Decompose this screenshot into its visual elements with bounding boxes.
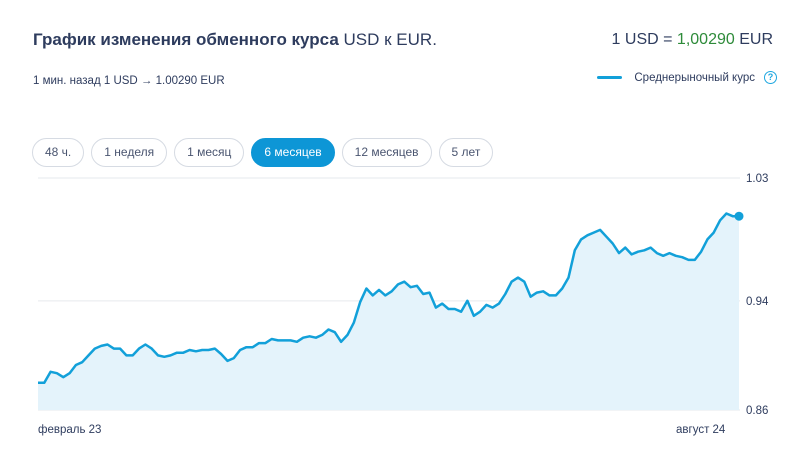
chart-title: График изменения обменного курса USD к E…	[33, 30, 437, 50]
tab-48h[interactable]: 48 ч.	[32, 138, 85, 167]
tab-5-years[interactable]: 5 лет	[438, 138, 494, 167]
chart-legend: Среднерыночный курс ?	[597, 71, 777, 84]
chart-last-point[interactable]	[734, 211, 744, 221]
y-tick-label: 0.86	[746, 405, 768, 417]
chart-rate-line	[38, 212, 739, 384]
tab-6-months[interactable]: 6 месяцев	[251, 138, 335, 167]
legend-label: Среднерыночный курс	[634, 71, 755, 84]
chart-area-fill	[38, 213, 739, 410]
title-currency: USD к EUR.	[343, 30, 437, 49]
y-tick-label: 1.03	[746, 173, 768, 185]
title-main: График изменения обменного курса	[33, 30, 339, 49]
tab-12-months[interactable]: 12 месяцев	[341, 138, 432, 167]
x-tick-label-end: август 24	[676, 424, 726, 436]
y-tick-label: 0.94	[746, 296, 769, 308]
rate-prefix: 1 USD =	[611, 31, 673, 48]
period-tabs: 48 ч. 1 неделя 1 месяц 6 месяцев 12 меся…	[32, 138, 494, 167]
x-tick-label-start: февраль 23	[38, 424, 102, 436]
current-rate: 1 USD = 1,00290 EUR	[612, 31, 773, 49]
tab-1-month[interactable]: 1 месяц	[174, 138, 245, 167]
tab-1-week[interactable]: 1 неделя	[91, 138, 168, 167]
last-update-text: 1 мин. назад 1 USD → 1.00290 EUR	[33, 75, 225, 87]
legend-line-swatch	[597, 76, 623, 79]
help-icon[interactable]: ?	[764, 71, 777, 84]
exchange-rate-chart: 1.03 0.94 0.86	[38, 173, 769, 417]
rate-suffix: EUR	[739, 31, 773, 48]
rate-value: 1,00290	[676, 31, 735, 48]
